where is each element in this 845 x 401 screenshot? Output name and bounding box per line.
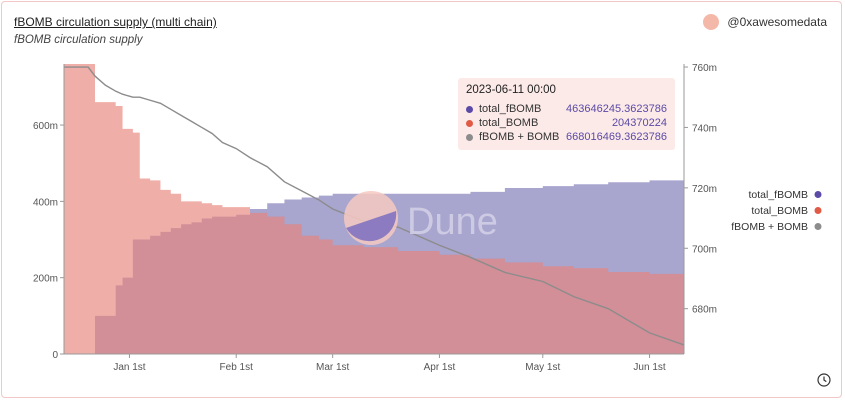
- x-tick-label: Apr 1st: [424, 362, 456, 373]
- legend-label[interactable]: fBOMB + BOMB: [731, 221, 808, 233]
- legend-dot: [814, 207, 822, 214]
- tooltip-series-name: total_BOMB: [479, 117, 539, 129]
- plot-area: [64, 64, 685, 354]
- tooltip-date: 2023-06-11 00:00: [466, 84, 556, 96]
- tooltip-series-name: fBOMB + BOMB: [479, 131, 560, 143]
- clock-icon[interactable]: [817, 373, 831, 387]
- y-right-tick-label: 760m: [692, 63, 717, 74]
- line-fbomb-plus-bomb[interactable]: [64, 66, 685, 346]
- legend-dot: [814, 223, 822, 230]
- dune-logo-icon-slice: [346, 211, 397, 242]
- y-right-tick-label: 740m: [692, 123, 717, 134]
- tooltip-row: total_fBOMB 463646245.3623786: [466, 102, 667, 116]
- tooltip-value: 204370224: [611, 117, 667, 129]
- author-avatar: [703, 14, 720, 30]
- x-tick-label: Mar 1st: [316, 362, 350, 373]
- author-name: @0xawesomedata: [727, 15, 827, 29]
- chart-subtitle: fBOMB circulation supply: [14, 34, 143, 46]
- x-tick-label: Jan 1st: [113, 362, 145, 373]
- tooltip-dot: [466, 105, 473, 113]
- tooltip-row: total_BOMB 204370224: [466, 116, 667, 130]
- legend-label[interactable]: total_BOMB: [751, 205, 808, 217]
- x-tick-label: Feb 1st: [220, 362, 254, 373]
- y-right-tick-label: 680m: [692, 305, 717, 316]
- y-left-tick-label: 200m: [33, 274, 58, 285]
- author-link[interactable]: @0xawesomedata: [703, 14, 827, 30]
- x-tick-label: Jun 1st: [633, 362, 665, 373]
- dune-watermark-text: Dune: [407, 201, 498, 243]
- tooltip-row: fBOMB + BOMB 668016469.3623786: [466, 130, 667, 144]
- tooltip-dot: [466, 119, 473, 127]
- chart-title-link[interactable]: fBOMB circulation supply (multi chain): [14, 15, 217, 29]
- y-left-tick-label: 400m: [33, 197, 58, 208]
- tooltip-value: 463646245.3623786: [566, 103, 667, 115]
- legend-dot: [814, 191, 822, 198]
- dune-watermark: Dune: [344, 191, 498, 245]
- x-tick-label: May 1st: [525, 362, 560, 373]
- legend-label[interactable]: total_fBOMB: [748, 189, 808, 201]
- chart-tooltip: 2023-06-11 00:00 total_fBOMB 463646245.3…: [458, 78, 675, 150]
- y-right-tick-label: 720m: [692, 184, 717, 195]
- legend: total_fBOMB total_BOMB fBOMB + BOMB: [731, 189, 822, 233]
- y-left-tick-label: 600m: [33, 121, 58, 132]
- y-right-tick-label: 700m: [692, 244, 717, 255]
- y-left-tick-label: 0: [52, 350, 58, 361]
- axes: 0 200m 400m 600m 680m 700m 720m 740m 760m Jan 1st…: [33, 63, 717, 373]
- tooltip-dot: [466, 133, 473, 141]
- tooltip-value: 668016469.3623786: [566, 131, 667, 143]
- area-total-bomb[interactable]: [64, 64, 684, 354]
- tooltip-series-name: total_fBOMB: [479, 103, 542, 115]
